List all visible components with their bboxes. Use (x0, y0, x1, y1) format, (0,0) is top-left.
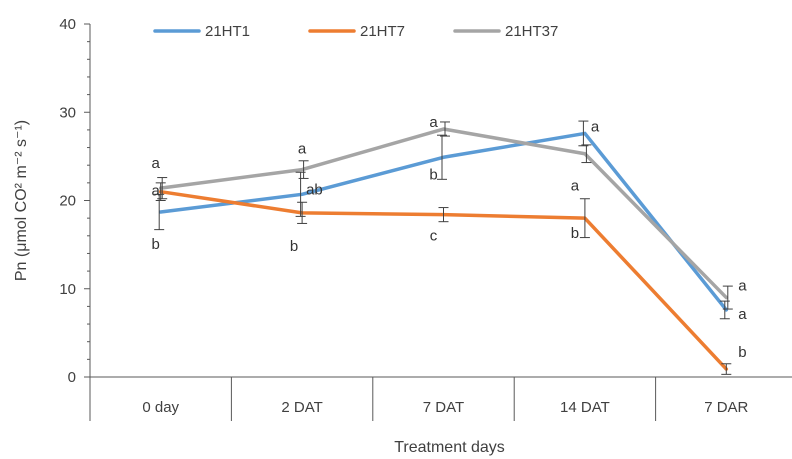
error-bar (579, 198, 590, 239)
error-bar (297, 201, 308, 224)
legend-entry-21HT7: 21HT7 (308, 23, 405, 40)
series-line-21HT37 (158, 127, 729, 300)
significance-letter: b (290, 238, 298, 255)
error-bar (157, 177, 168, 200)
legend-label: 21HT1 (205, 23, 250, 40)
y-tick-label: 30 (59, 104, 76, 121)
x-axis-title: Treatment days (394, 439, 505, 456)
error-bar (438, 207, 449, 223)
x-tick-label: 2 DAT (281, 399, 322, 416)
significance-letter: b (738, 344, 746, 361)
significance-letter: a (738, 278, 747, 295)
significance-letter: a (152, 183, 161, 200)
series-layer (154, 120, 733, 375)
legend-entry-21HT1: 21HT1 (153, 23, 250, 40)
significance-letter: c (430, 228, 438, 245)
significance-letter: b (571, 225, 579, 242)
error-bar (155, 182, 166, 201)
y-tick-label: 0 (68, 369, 76, 386)
legend: 21HT1 21HT7 21HT37 (153, 23, 558, 40)
error-bar (721, 363, 732, 375)
y-axis-title: Pn (μmol CO² m⁻² s⁻¹) (13, 120, 30, 281)
axes: 0 10 20 30 40 0 day 2 DAT 7 DAT 14 DAT 7 DAR (59, 16, 792, 421)
significance-letter: a (591, 118, 600, 135)
significance-letter: a (738, 306, 747, 323)
y-tick-label: 20 (59, 193, 76, 210)
legend-label: 21HT7 (360, 23, 405, 40)
series-line-21HT1 (158, 131, 729, 312)
legend-entry-21HT37: 21HT37 (453, 23, 558, 40)
significance-letter: ab (306, 181, 323, 198)
x-tick-label: 0 day (142, 399, 179, 416)
x-tick-label: 7 DAR (704, 399, 748, 416)
x-tick-label: 14 DAT (560, 399, 610, 416)
y-tick-label: 40 (59, 16, 76, 33)
error-bar (722, 285, 733, 310)
error-bar (440, 121, 450, 137)
significance-letter: a (298, 141, 307, 158)
significance-letter: a (152, 155, 161, 172)
significance-letter: b (152, 236, 160, 253)
significance-letter: b (429, 166, 437, 183)
legend-label: 21HT37 (505, 23, 558, 40)
significance-letter: a (429, 114, 438, 131)
error-bar (581, 144, 592, 164)
x-tick-label: 7 DAT (423, 399, 464, 416)
y-tick-label: 10 (59, 281, 76, 298)
significance-letter: a (571, 178, 580, 195)
error-bar (298, 160, 309, 179)
